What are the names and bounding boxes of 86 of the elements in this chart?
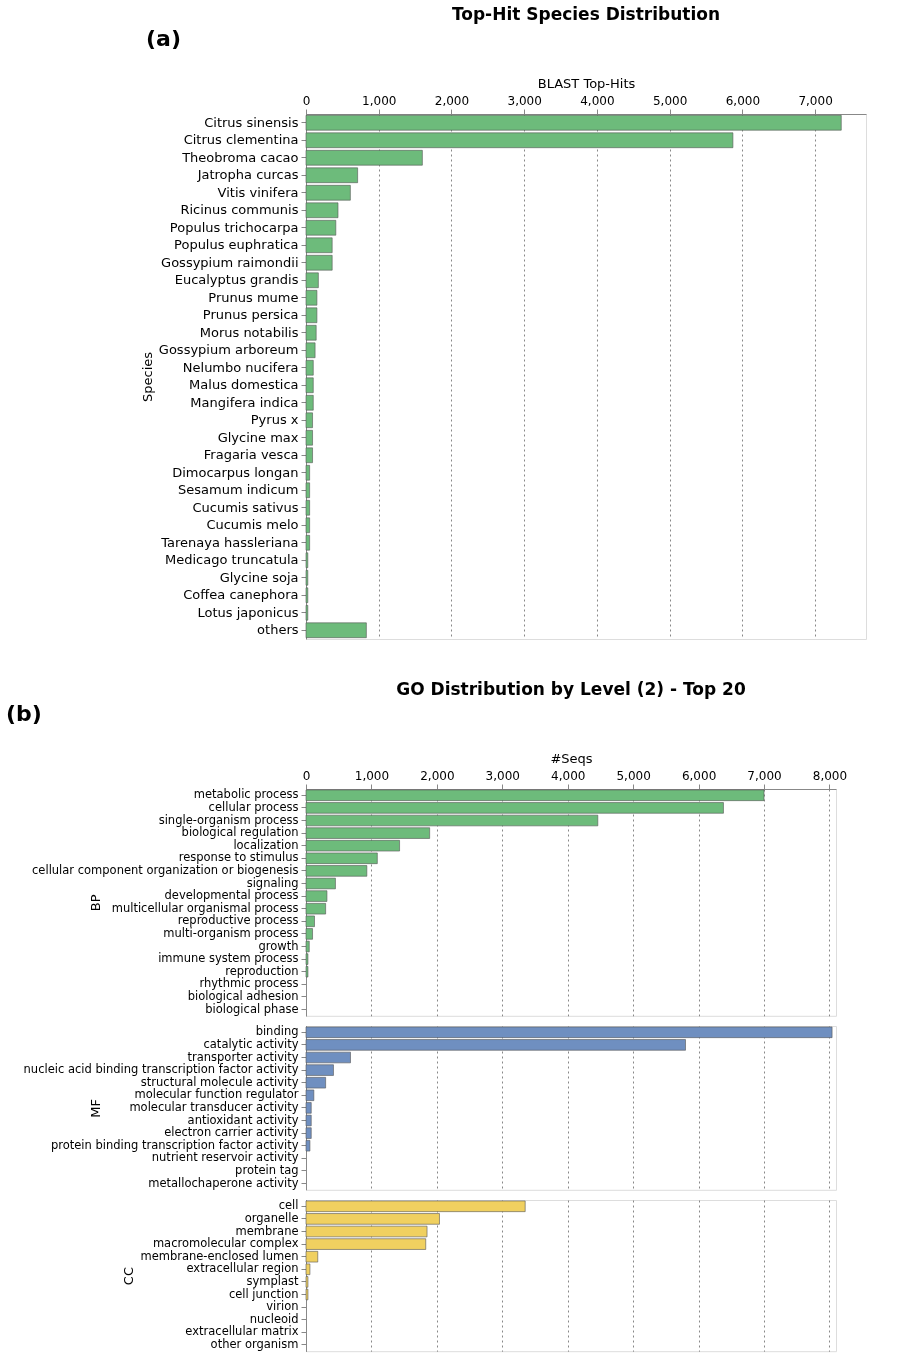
x-axis-title: #Seqs xyxy=(550,750,593,766)
y-tick-label: Gossypium arboreum xyxy=(158,342,299,358)
y-axis-title: MF xyxy=(87,1099,103,1118)
text: (a) xyxy=(146,26,181,51)
y-tick-label: structural molecule activity xyxy=(140,1074,299,1089)
y-tick-label: response to stimulus xyxy=(178,850,299,865)
y-tick-label: others xyxy=(257,622,299,638)
y-tick-label: macromolecular complex xyxy=(152,1236,299,1251)
chart-title: GO Distribution by Level (2) - Top 20 xyxy=(396,679,746,699)
x-tick-label: 0 xyxy=(302,768,311,783)
x-tick-label: 6,000 xyxy=(725,93,761,108)
x-tick-label: 4,000 xyxy=(580,93,615,108)
y-tick-label: Morus notabilis xyxy=(199,324,299,340)
y-tick-label: Populus euphratica xyxy=(174,237,299,253)
y-tick-label: antioxidant activity xyxy=(187,1112,299,1127)
y-tick-label: Glycine soja xyxy=(219,569,299,585)
y-tick-label: Citrus sinensis xyxy=(204,114,299,130)
y-tick-label: nutrient reservoir activity xyxy=(151,1150,299,1165)
y-tick-label: Malus domestica xyxy=(189,377,299,393)
y-axis-title: CC xyxy=(121,1267,137,1286)
y-tick-label: biological regulation xyxy=(181,825,299,840)
y-tick-label: Pyrus x xyxy=(250,412,299,428)
y-tick-label: membrane-enclosed lumen xyxy=(140,1248,299,1263)
y-tick-label: Lotus japonicus xyxy=(197,604,299,620)
y-tick-label: protein binding transcription factor activity xyxy=(50,1137,299,1152)
chart-title: Top-Hit Species Distribution xyxy=(451,4,721,24)
y-tick-label: extracellular region xyxy=(186,1261,299,1276)
y-tick-label: Dimocarpus longan xyxy=(172,464,299,480)
y-tick-label: nucleoid xyxy=(249,1311,299,1326)
y-tick-label: Jatropha curcas xyxy=(196,167,299,183)
y-tick-label: rhythmic process xyxy=(199,976,299,991)
y-tick-label: Nelumbo nucifera xyxy=(182,359,299,375)
y-tick-label: membrane xyxy=(235,1223,299,1238)
y-tick-label: virion xyxy=(266,1299,299,1314)
x-tick-label: 5,000 xyxy=(616,768,651,783)
x-tick-label: 3,000 xyxy=(485,768,520,783)
y-tick-label: metallochaperone activity xyxy=(148,1175,299,1190)
y-axis-title: Species xyxy=(139,351,155,403)
x-tick-label: 4,000 xyxy=(551,768,586,783)
y-tick-label: Gossypium raimondii xyxy=(161,254,299,270)
y-tick-label: localization xyxy=(233,837,299,852)
y-tick-label: Theobroma cacao xyxy=(181,149,299,165)
y-tick-label: metabolic process xyxy=(193,787,299,802)
y-tick-label: Prunus persica xyxy=(202,307,299,323)
x-tick-label: 7,000 xyxy=(798,93,833,108)
y-tick-label: Mangifera indica xyxy=(190,394,299,410)
x-tick-label: 7,000 xyxy=(747,768,782,783)
y-tick-label: Sesamum indicum xyxy=(178,482,299,498)
x-tick-label: 1,000 xyxy=(362,93,397,108)
y-tick-label: growth xyxy=(258,938,299,953)
x-tick-label: 1,000 xyxy=(354,768,390,783)
y-tick-label: biological phase xyxy=(205,1001,299,1016)
y-tick-label: cell xyxy=(278,1198,299,1213)
y-tick-label: Vitis vinifera xyxy=(217,184,299,200)
y-tick-label: Cucumis melo xyxy=(206,517,299,533)
x-tick-label: 5,000 xyxy=(652,93,688,108)
y-tick-label: Coffea canephora xyxy=(183,587,299,603)
y-axis-title: BP xyxy=(87,894,103,912)
y-tick-label: binding xyxy=(255,1024,299,1039)
y-tick-label: Glycine max xyxy=(217,429,299,445)
y-tick-label: cell junction xyxy=(228,1286,299,1301)
y-tick-label: other organism xyxy=(210,1336,299,1351)
y-tick-label: nucleic acid binding transcription factor activity xyxy=(23,1062,299,1077)
y-tick-label: Tarenaya hassleriana xyxy=(160,534,299,550)
y-tick-label: electron carrier activity xyxy=(164,1125,299,1140)
y-tick-label: Populus trichocarpa xyxy=(169,219,299,235)
y-tick-label: Prunus mume xyxy=(208,289,299,305)
y-tick-label: Eucalyptus grandis xyxy=(174,272,299,288)
x-tick-label: 2,000 xyxy=(434,93,470,108)
y-tick-label: Medicago truncatula xyxy=(165,552,299,568)
y-tick-label: signaling xyxy=(246,875,299,890)
y-tick-label: Fragaria vesca xyxy=(203,447,299,463)
y-tick-label: Citrus clementina xyxy=(183,132,299,148)
x-tick-label: 3,000 xyxy=(507,93,542,108)
y-tick-label: Cucumis sativus xyxy=(192,499,299,515)
text: (b) xyxy=(6,701,42,726)
y-tick-label: organelle xyxy=(244,1210,299,1225)
y-tick-label: extracellular matrix xyxy=(185,1324,299,1339)
x-tick-label: 2,000 xyxy=(420,768,455,783)
x-tick-label: 6,000 xyxy=(681,768,717,783)
x-axis-title: BLAST Top-Hits xyxy=(537,75,636,91)
x-tick-label: 8,000 xyxy=(812,768,848,783)
y-tick-label: reproduction xyxy=(225,963,299,978)
x-tick-label: 0 xyxy=(302,93,311,108)
y-tick-label: Ricinus communis xyxy=(180,202,299,218)
y-tick-label: molecular function regulator xyxy=(134,1087,299,1102)
